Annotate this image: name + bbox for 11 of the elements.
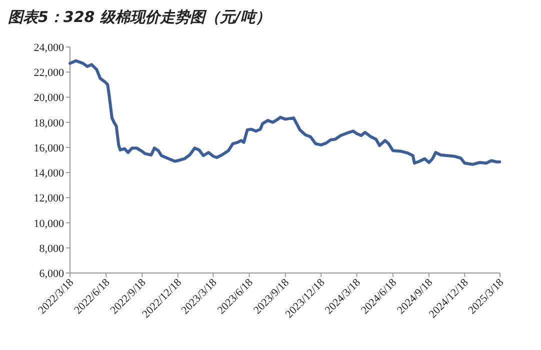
y-tick-label: 16,000	[34, 142, 64, 154]
y-tick-label: 12,000	[34, 192, 64, 205]
y-tick-label: 6,000	[39, 268, 64, 280]
y-tick-label: 8,000	[39, 242, 64, 255]
y-tick-label: 14,000	[34, 168, 64, 180]
y-tick-label: 20,000	[34, 92, 64, 104]
y-tick-label: 22,000	[34, 67, 64, 80]
chart-title: 图表5：328 级棉现价走势图（元/吨）	[8, 8, 270, 26]
y-tick-label: 10,000	[34, 218, 64, 230]
y-tick-label: 24,000	[34, 42, 64, 54]
y-tick-label: 18,000	[34, 117, 64, 130]
